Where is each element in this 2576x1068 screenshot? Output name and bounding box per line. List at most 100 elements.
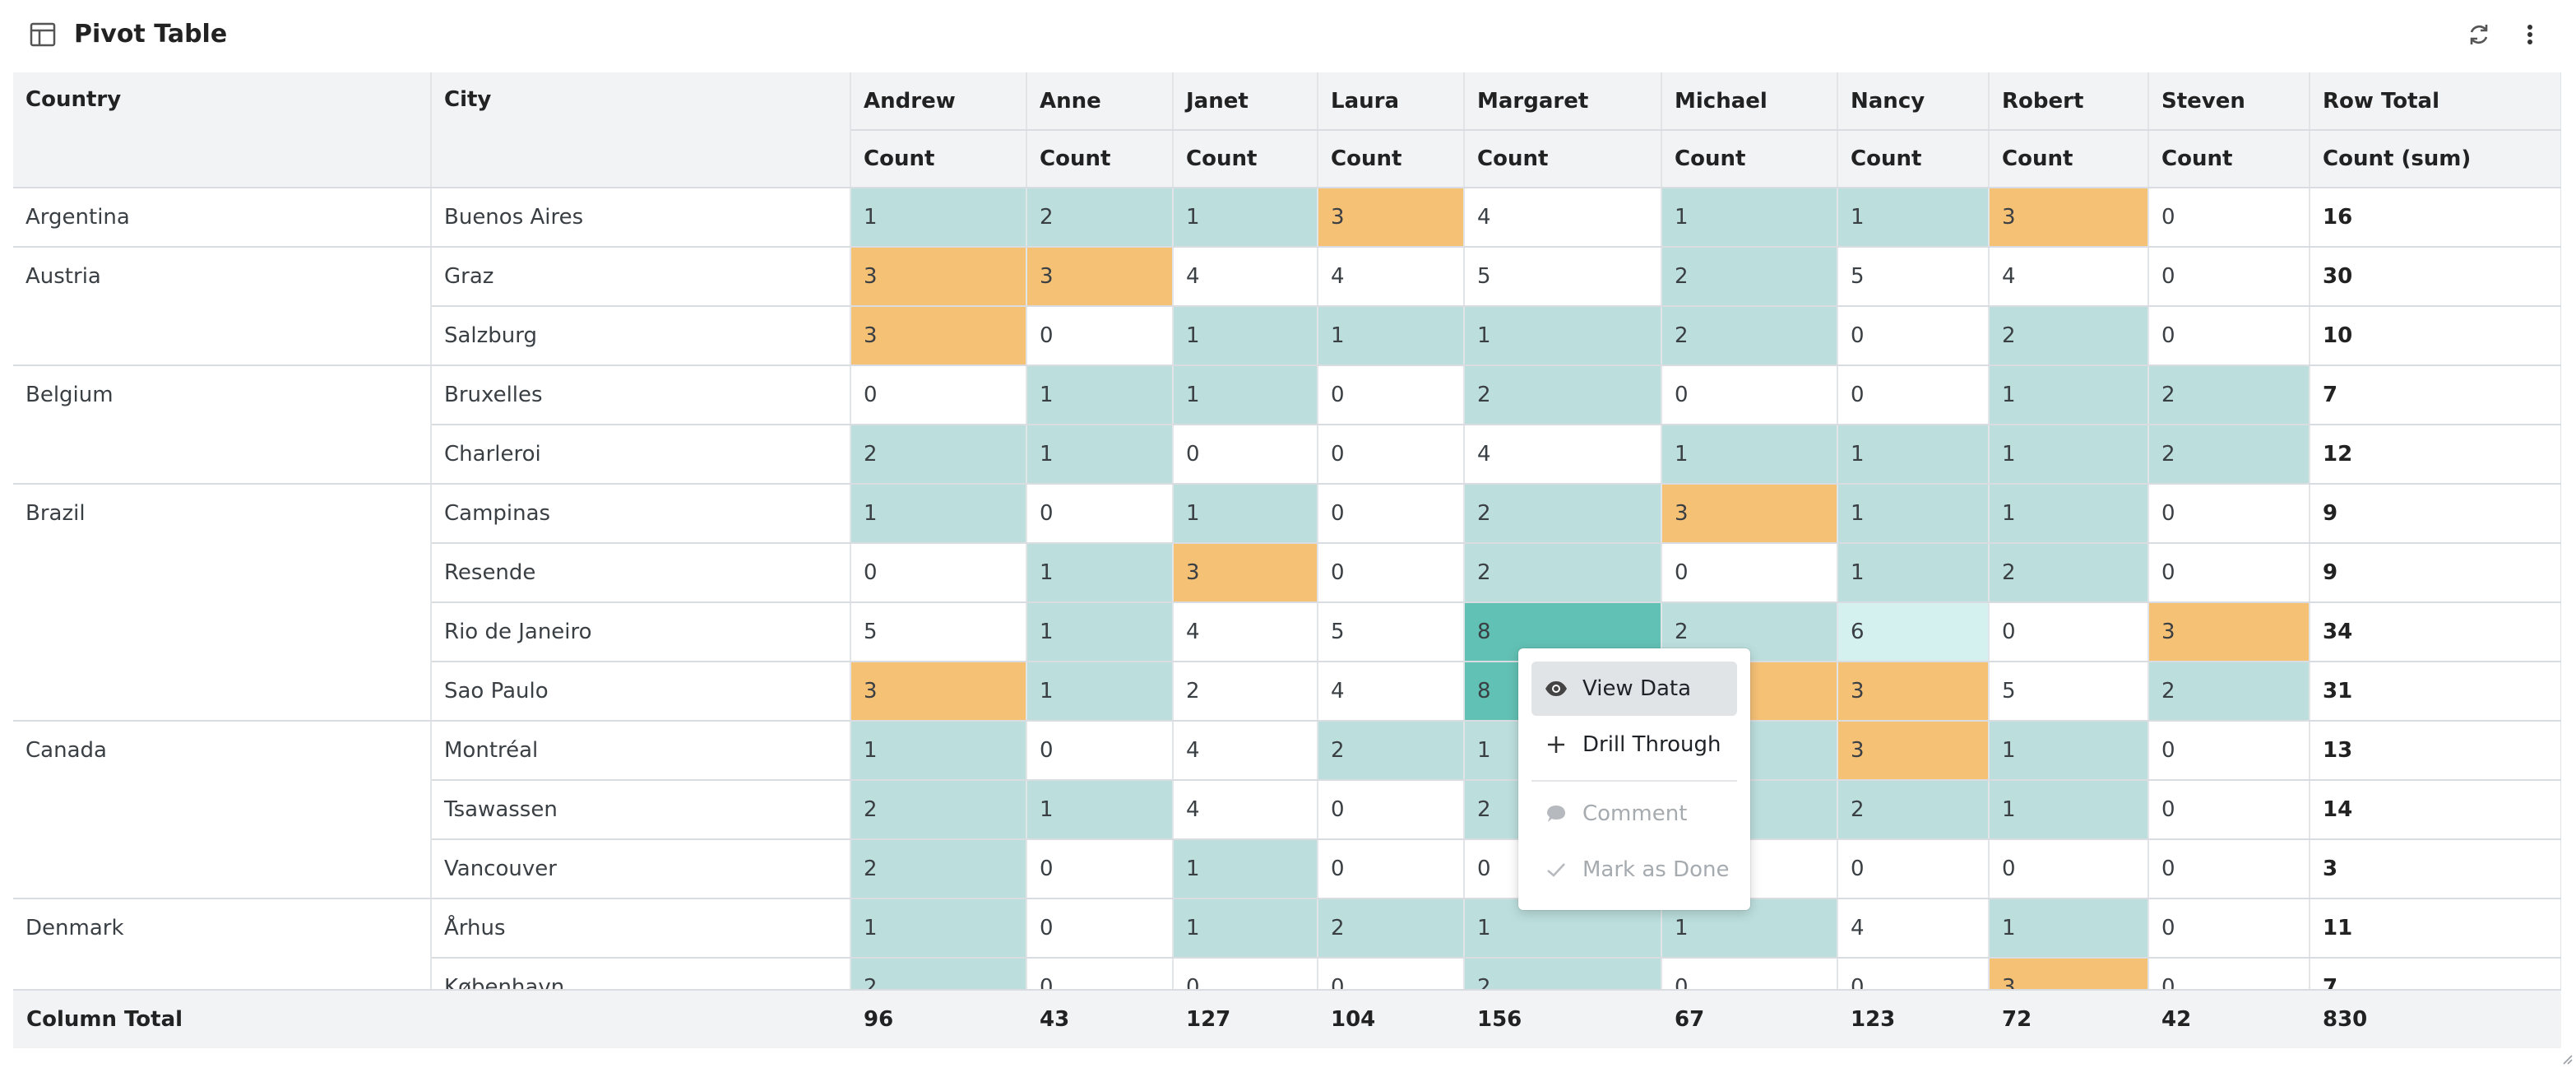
header-janet[interactable]: Janet: [1173, 72, 1318, 131]
header-city[interactable]: City: [431, 72, 851, 188]
value-cell[interactable]: 0: [1989, 839, 2149, 899]
value-cell[interactable]: 0: [850, 543, 1027, 603]
value-cell[interactable]: 4: [1173, 602, 1318, 662]
value-cell[interactable]: 3: [1026, 247, 1174, 307]
value-cell[interactable]: 0: [1837, 839, 1990, 899]
value-cell[interactable]: 3: [850, 306, 1027, 366]
value-cell[interactable]: 1: [1026, 543, 1174, 603]
value-cell[interactable]: 2: [1464, 484, 1662, 544]
value-cell[interactable]: 1: [1026, 602, 1174, 662]
value-cell[interactable]: 0: [2148, 247, 2310, 307]
column-total-steven[interactable]: 42: [2161, 1007, 2192, 1032]
value-cell[interactable]: 3: [1173, 543, 1318, 603]
value-cell[interactable]: 5: [1989, 662, 2149, 722]
row-total-cell[interactable]: 13: [2310, 721, 2561, 781]
value-cell[interactable]: 5: [1837, 247, 1990, 307]
value-cell[interactable]: 1: [1173, 899, 1318, 959]
header-michael[interactable]: Michael: [1661, 72, 1838, 131]
value-cell[interactable]: 0: [1318, 839, 1465, 899]
value-cell[interactable]: 1: [1173, 839, 1318, 899]
value-cell[interactable]: 1: [1026, 425, 1174, 485]
value-cell[interactable]: 2: [1989, 543, 2149, 603]
header-steven[interactable]: Steven: [2148, 72, 2310, 131]
value-cell[interactable]: 3: [850, 247, 1027, 307]
value-cell[interactable]: 2: [1661, 247, 1838, 307]
value-cell[interactable]: 3: [1989, 188, 2149, 248]
value-cell[interactable]: 0: [1989, 602, 2149, 662]
column-total-laura[interactable]: 104: [1331, 1007, 1376, 1032]
row-total-cell[interactable]: 34: [2310, 602, 2561, 662]
value-cell[interactable]: 4: [1173, 247, 1318, 307]
value-cell[interactable]: 0: [1026, 839, 1174, 899]
row-total-cell[interactable]: 11: [2310, 899, 2561, 959]
value-cell[interactable]: 3: [1837, 662, 1990, 722]
value-cell[interactable]: 4: [1464, 188, 1662, 248]
header-robert[interactable]: Robert: [1989, 72, 2149, 131]
row-total-cell[interactable]: 9: [2310, 543, 2561, 603]
value-cell[interactable]: 2: [850, 780, 1027, 840]
value-cell[interactable]: 0: [1173, 425, 1318, 485]
column-total-robert[interactable]: 72: [2002, 1007, 2032, 1032]
value-cell[interactable]: 0: [850, 365, 1027, 425]
value-cell[interactable]: 0: [2148, 306, 2310, 366]
value-cell[interactable]: 0: [1837, 306, 1990, 366]
value-cell[interactable]: 4: [1464, 425, 1662, 485]
value-cell[interactable]: 0: [2148, 543, 2310, 603]
value-cell[interactable]: 3: [1661, 484, 1838, 544]
value-cell[interactable]: 4: [1318, 662, 1465, 722]
header-anne[interactable]: Anne: [1026, 72, 1174, 131]
row-total-cell[interactable]: 14: [2310, 780, 2561, 840]
value-cell[interactable]: 0: [1318, 543, 1465, 603]
value-cell[interactable]: 5: [1318, 602, 1465, 662]
value-cell[interactable]: 3: [2148, 602, 2310, 662]
value-cell[interactable]: 1: [1173, 484, 1318, 544]
value-cell[interactable]: 1: [1026, 780, 1174, 840]
value-cell[interactable]: 1: [1026, 365, 1174, 425]
header-margaret[interactable]: Margaret: [1464, 72, 1662, 131]
value-cell[interactable]: 5: [850, 602, 1027, 662]
value-cell[interactable]: 2: [850, 839, 1027, 899]
value-cell[interactable]: 1: [1837, 543, 1990, 603]
value-cell[interactable]: 1: [850, 188, 1027, 248]
value-cell[interactable]: 4: [1318, 247, 1465, 307]
value-cell[interactable]: 4: [1989, 247, 2149, 307]
value-cell[interactable]: 5: [1464, 247, 1662, 307]
value-cell[interactable]: 2: [1318, 721, 1465, 781]
value-cell[interactable]: 1: [1661, 425, 1838, 485]
value-cell[interactable]: 0: [1026, 484, 1174, 544]
value-cell[interactable]: 1: [1989, 780, 2149, 840]
value-cell[interactable]: 2: [2148, 425, 2310, 485]
value-cell[interactable]: 1: [1989, 425, 2149, 485]
value-cell[interactable]: 2: [1173, 662, 1318, 722]
value-cell[interactable]: 0: [1318, 365, 1465, 425]
menu-item-drill-through[interactable]: Drill Through: [1531, 717, 1737, 772]
more-vertical-icon[interactable]: [2512, 16, 2548, 53]
value-cell[interactable]: 0: [1318, 484, 1465, 544]
row-total-cell[interactable]: 3: [2310, 839, 2561, 899]
column-total-nancy[interactable]: 123: [1851, 1007, 1896, 1032]
value-cell[interactable]: 1: [1989, 365, 2149, 425]
value-cell[interactable]: 3: [1318, 188, 1465, 248]
value-cell[interactable]: 4: [1837, 899, 1990, 959]
value-cell[interactable]: 2: [2148, 662, 2310, 722]
value-cell[interactable]: 2: [1026, 188, 1174, 248]
value-cell[interactable]: 0: [1318, 425, 1465, 485]
value-cell[interactable]: 1: [1026, 662, 1174, 722]
value-cell[interactable]: 1: [850, 721, 1027, 781]
value-cell[interactable]: 0: [2148, 899, 2310, 959]
value-cell[interactable]: 0: [1837, 365, 1990, 425]
value-cell[interactable]: 1: [1173, 188, 1318, 248]
value-cell[interactable]: 6: [1837, 602, 1990, 662]
row-total-cell[interactable]: 10: [2310, 306, 2561, 366]
column-total-janet[interactable]: 127: [1186, 1007, 1231, 1032]
value-cell[interactable]: 1: [850, 484, 1027, 544]
menu-item-view-data[interactable]: View Data: [1531, 662, 1737, 716]
column-total-michael[interactable]: 67: [1675, 1007, 1705, 1032]
value-cell[interactable]: 2: [1464, 365, 1662, 425]
refresh-icon[interactable]: [2461, 16, 2497, 53]
resize-handle-icon[interactable]: [2560, 1052, 2573, 1065]
row-total-cell[interactable]: 12: [2310, 425, 2561, 485]
row-total-cell[interactable]: 9: [2310, 484, 2561, 544]
value-cell[interactable]: 0: [1026, 306, 1174, 366]
value-cell[interactable]: 0: [2148, 721, 2310, 781]
